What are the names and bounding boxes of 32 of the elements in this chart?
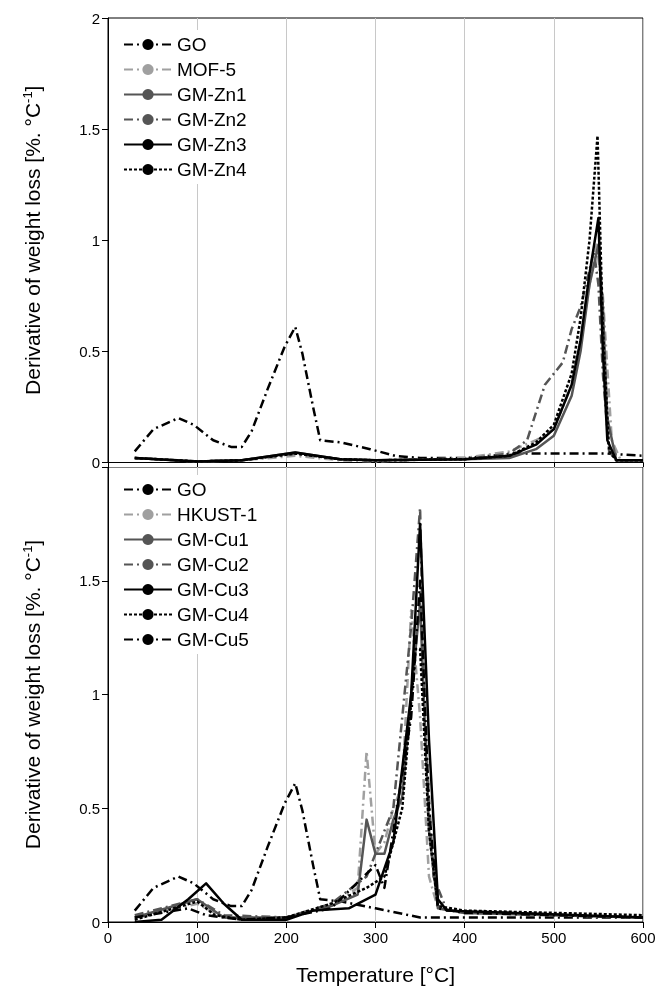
legend-label: MOF-5 bbox=[177, 59, 237, 80]
legend-label: GO bbox=[177, 34, 207, 55]
legend-label: HKUST-1 bbox=[177, 504, 258, 525]
legend-label: GM-Cu5 bbox=[177, 629, 249, 650]
legend-label: GM-Zn2 bbox=[177, 109, 247, 130]
y-tick-label: 1.5 bbox=[79, 572, 100, 590]
x-tick-label: 400 bbox=[452, 929, 478, 946]
legend-label: GM-Zn1 bbox=[177, 84, 247, 105]
x-tick-label: 200 bbox=[273, 929, 299, 946]
x-tick-label: 100 bbox=[184, 929, 210, 946]
x-tick-label: 300 bbox=[362, 929, 389, 946]
legend-label: GM-Cu1 bbox=[177, 529, 249, 550]
y-tick-label: 1 bbox=[91, 231, 100, 249]
y-tick-label: 0 bbox=[91, 454, 100, 471]
y-axis-title: Derivative of weight loss [%. °C-1] bbox=[20, 85, 44, 395]
y-axis-title: Derivative of weight loss [%. °C-1] bbox=[20, 539, 44, 850]
y-tick-label: 0 bbox=[91, 913, 100, 931]
x-tick-label: 600 bbox=[630, 929, 656, 946]
legend-label: GM-Cu2 bbox=[177, 554, 249, 575]
legend-label: GM-Cu3 bbox=[177, 579, 249, 600]
legend-label: GO bbox=[177, 479, 207, 500]
x-tick-label: 0 bbox=[103, 929, 113, 946]
x-axis-title: Temperature [°C] bbox=[296, 963, 455, 986]
y-tick-label: 1 bbox=[91, 686, 100, 703]
x-tick-label: 500 bbox=[541, 929, 567, 946]
y-tick-label: 1.5 bbox=[79, 120, 100, 138]
y-tick-label: 2 bbox=[91, 9, 100, 27]
y-tick-label: 0.5 bbox=[79, 799, 100, 817]
legend-label: GM-Zn4 bbox=[177, 159, 248, 180]
legend-label: GM-Cu4 bbox=[177, 604, 250, 625]
y-tick-label: 0.5 bbox=[79, 342, 100, 360]
legend-label: GM-Zn3 bbox=[177, 134, 247, 155]
